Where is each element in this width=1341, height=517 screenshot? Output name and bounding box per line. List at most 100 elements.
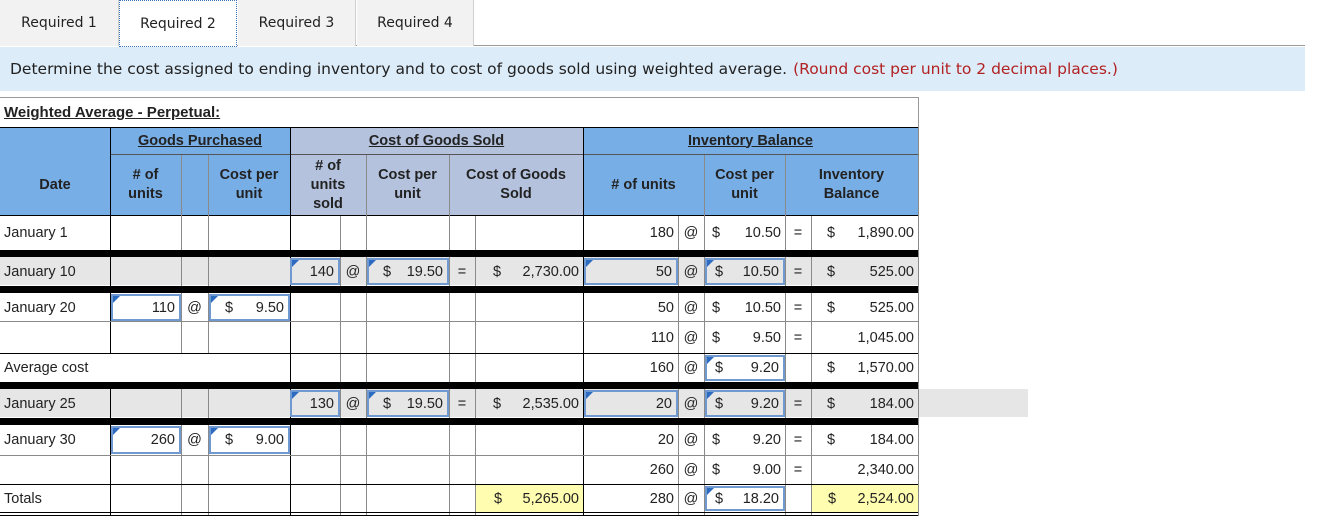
dollar-sign: $ (493, 395, 502, 412)
divider (449, 155, 450, 515)
value: 18.20 (742, 490, 779, 507)
divider (704, 155, 705, 515)
inv-cost: $10.50 (704, 293, 785, 322)
col-header-cogs-cost: Cost per unit (378, 167, 437, 202)
at-symbol: @ (345, 263, 361, 280)
cogs-units-input[interactable]: 130 (290, 390, 340, 417)
row-bg-jan10 (0, 257, 918, 285)
divider (0, 484, 918, 485)
dollar-sign: $ (383, 263, 392, 280)
col-header-cogs-units: # of units sold (310, 157, 346, 212)
eq-symbol: = (793, 329, 803, 346)
value: 9.20 (752, 432, 781, 448)
divider (340, 216, 341, 515)
value: 19.50 (406, 395, 443, 412)
tab-required-4[interactable]: Required 4 (357, 0, 474, 46)
dollar-sign: $ (383, 395, 392, 412)
col-header-date: Date (39, 176, 71, 193)
dollar-sign: $ (712, 225, 721, 241)
at-symbol: @ (683, 432, 699, 448)
eq-symbol: = (793, 299, 803, 316)
divider (0, 515, 918, 516)
divider (475, 216, 476, 515)
col-header-gp-units: # of units (128, 167, 163, 202)
inv-balance: $1,890.00 (811, 216, 918, 250)
row-bg-jan25b (110, 389, 1028, 417)
dollar-sign: $ (715, 360, 724, 376)
divider (0, 321, 918, 322)
value: 5,265.00 (522, 490, 579, 507)
divider (110, 154, 918, 155)
cogs-total: $2,730.00 (475, 257, 583, 286)
eq-symbol: = (793, 432, 803, 448)
value: 525.00 (869, 263, 914, 280)
at-symbol: @ (683, 263, 699, 280)
inv-balance: $184.00 (811, 389, 918, 418)
avg-cost-input[interactable]: $9.20 (705, 355, 785, 381)
inv-cost: $9.50 (704, 322, 785, 353)
dollar-sign: $ (715, 395, 724, 412)
dollar-sign: $ (712, 432, 721, 448)
row-label-totals: Totals (4, 490, 42, 507)
col-header-cogs-total: Cost of Goods Sold (466, 167, 566, 202)
cogs-cost-input[interactable]: $19.50 (367, 258, 449, 285)
dollar-sign: $ (827, 263, 836, 280)
cogs-cost-input[interactable]: $19.50 (367, 390, 449, 417)
dollar-sign: $ (494, 490, 503, 507)
inv-units: 160 (649, 360, 674, 376)
col-header-inv-balance: Inventory Balance (818, 167, 885, 202)
tab-required-1[interactable]: Required 1 (0, 0, 119, 46)
tab-bar: Required 1 Required 2 Required 3 Require… (0, 0, 1305, 47)
value: 10.50 (744, 225, 781, 241)
inv-units: 180 (649, 225, 674, 241)
dollar-sign: $ (225, 432, 234, 448)
row-separator (0, 418, 918, 425)
dollar-sign: $ (225, 299, 234, 316)
row-label-jan1: January 1 (4, 225, 68, 241)
value: 525.00 (869, 299, 914, 316)
value: 9.50 (752, 329, 781, 346)
cogs-units-input[interactable]: 140 (290, 258, 340, 285)
dollar-sign: $ (827, 360, 836, 376)
inv-cost-input[interactable]: $9.20 (705, 390, 785, 417)
inv-units-input[interactable]: 50 (584, 258, 678, 285)
gp-cost-input[interactable]: $9.00 (209, 426, 290, 454)
eq-symbol: = (793, 462, 803, 478)
at-symbol: @ (683, 360, 699, 376)
value: 9.20 (750, 360, 779, 376)
at-symbol: @ (345, 395, 361, 412)
cogs-total: $2,535.00 (475, 389, 583, 418)
dollar-sign: $ (827, 432, 836, 448)
divider (366, 155, 367, 515)
header-bg-left (0, 127, 290, 216)
dollar-sign: $ (827, 299, 836, 316)
tab-required-2[interactable]: Required 2 (119, 0, 237, 47)
table-title: Weighted Average - Perpetual: (4, 104, 221, 121)
inv-cost-input[interactable]: $10.50 (705, 258, 785, 285)
group-header-goods-purchased: Goods Purchased (137, 132, 263, 149)
dollar-sign: $ (712, 299, 721, 316)
at-symbol: @ (683, 395, 699, 412)
value: 1,570.00 (857, 360, 914, 376)
header-bg-cogs (290, 127, 583, 216)
divider (0, 455, 918, 456)
value: 184.00 (869, 395, 914, 412)
inv-units: 20 (657, 432, 674, 448)
total-cost-input[interactable]: $18.20 (705, 486, 785, 511)
divider (181, 155, 182, 515)
gp-units-input[interactable]: 260 (111, 426, 181, 454)
value: 2,730.00 (522, 263, 579, 280)
dollar-sign: $ (827, 225, 836, 241)
inv-balance: 1,045.00 (857, 329, 914, 346)
inv-units-input[interactable]: 20 (584, 390, 678, 417)
total-inventory-balance: $2,524.00 (812, 485, 918, 512)
group-header-inventory-balance: Inventory Balance (688, 132, 813, 149)
row-label-jan20: January 20 (4, 299, 76, 316)
gp-units-input[interactable]: 110 (111, 294, 181, 321)
group-header-cogs: Cost of Goods Sold (368, 132, 505, 149)
divider (0, 127, 918, 128)
gp-cost-input[interactable]: $9.50 (209, 294, 290, 321)
tab-required-3[interactable]: Required 3 (238, 0, 356, 46)
value: 10.50 (742, 263, 779, 280)
eq-symbol: = (457, 395, 467, 412)
